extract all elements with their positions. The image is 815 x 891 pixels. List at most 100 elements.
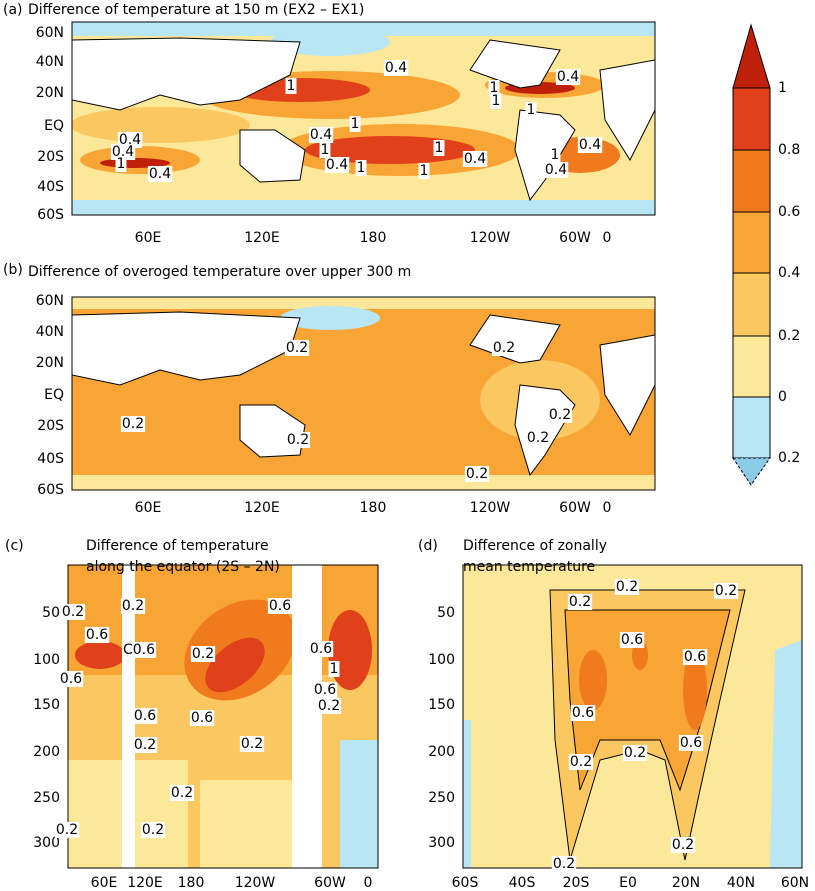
panel-title: mean temperature — [463, 559, 595, 575]
y-tick-label: 150 — [428, 697, 455, 713]
contour-label: 0.6 — [310, 641, 332, 657]
panel-title: Difference of overoged temperature over … — [28, 264, 411, 280]
contour-label-box — [622, 745, 648, 761]
x-tick-label: 60E — [91, 875, 118, 891]
contour-label-box — [490, 93, 502, 109]
y-tick-label: 20N — [36, 85, 64, 101]
contour-label: 0.6 — [60, 671, 82, 687]
contour-label-box — [319, 142, 331, 158]
contour-label: 0.6 — [684, 649, 706, 665]
y-tick-label: 250 — [428, 790, 455, 806]
contour-label-box — [462, 151, 488, 167]
contour-label: 0.2 — [171, 785, 193, 801]
contour-label-box — [619, 632, 645, 648]
contour-label: 0.2 — [287, 432, 309, 448]
contour-label: 0.6 — [86, 627, 108, 643]
contour-label-box — [312, 682, 338, 698]
contour-label: 0.2 — [192, 646, 214, 662]
map-a — [72, 22, 655, 215]
y-tick-label: 40S — [37, 179, 64, 195]
contour-label-box — [577, 137, 603, 153]
contour-label: 0.2 — [122, 598, 144, 614]
panel-label: (b) — [3, 262, 23, 278]
contour-label: 0.2 — [318, 698, 340, 714]
x-tick-label: 60W — [559, 230, 591, 246]
contour-label: 0.2 — [527, 430, 549, 446]
x-tick-label: 120W — [470, 230, 511, 246]
contour-label: 0.2 — [134, 737, 156, 753]
x-tick-label: 60E — [135, 230, 162, 246]
y-tick-label: 40N — [36, 54, 64, 70]
x-tick-label: 20N — [672, 875, 700, 891]
contour-label: 0.2 — [286, 340, 308, 356]
y-tick-label: 20N — [36, 355, 64, 371]
y-tick-label: 150 — [33, 697, 60, 713]
y-tick-label: 100 — [428, 652, 455, 668]
y-tick-label: 60S — [37, 482, 64, 498]
colorbar-label: 0.2 — [778, 328, 800, 344]
x-tick-label: 120E — [244, 230, 280, 246]
x-tick-label: 0 — [603, 500, 612, 516]
contour-label-box — [115, 156, 127, 172]
contour-label: 0.2 — [466, 466, 488, 482]
x-tick-label: 120W — [235, 875, 276, 891]
x-tick-label: 60E — [135, 500, 162, 516]
contour-label: 0.6 — [680, 735, 702, 751]
colorbar — [732, 23, 771, 486]
x-tick-label: 60S — [452, 875, 479, 891]
contour-label: 0.4 — [557, 69, 579, 85]
contour-label: 1 — [330, 661, 339, 677]
frame — [67, 564, 379, 869]
contour-label: 0.6 — [134, 708, 156, 724]
x-tick-label: 0 — [364, 875, 373, 891]
contour-label-box — [678, 735, 704, 751]
colorbar-label: 0.8 — [778, 142, 800, 158]
contour-label-box — [121, 642, 157, 658]
y-tick-label: 50 — [42, 605, 60, 621]
contour-label: 1 — [117, 156, 126, 172]
x-tick-label: 60N — [781, 875, 809, 891]
contour-label-box — [120, 598, 146, 614]
y-tick-label: 60S — [37, 207, 64, 223]
x-tick-label: 180 — [360, 230, 387, 246]
contour-label-box — [316, 698, 342, 714]
y-tick-label: 60N — [36, 25, 64, 41]
x-tick-label: 180 — [360, 500, 387, 516]
contour-label-box — [60, 604, 86, 620]
contour-label-box — [190, 646, 216, 662]
frame — [71, 21, 656, 216]
contour-label-box — [328, 661, 340, 677]
x-tick-label: 60W — [314, 875, 346, 891]
section-c — [68, 565, 378, 868]
contour-label: 1 — [551, 147, 560, 163]
panel-label: (a) — [3, 2, 23, 18]
x-tick-label: 120E — [244, 500, 280, 516]
panel-title: along the equator (2S – 2N) — [86, 559, 280, 575]
panel-label: (c) — [5, 538, 24, 554]
contour-label: 0.4 — [464, 151, 486, 167]
contour-label: 0.4 — [385, 60, 407, 76]
panel-title: Difference of temperature — [86, 538, 269, 554]
contour-label: 0.6 — [314, 682, 336, 698]
contour-label: 0.4 — [545, 162, 567, 178]
colorbar-label: 0.4 — [778, 265, 800, 281]
contour-label: 1 — [357, 160, 366, 176]
x-tick-label: 60W — [559, 500, 591, 516]
contour-label: 0.6 — [621, 632, 643, 648]
panel-label: (d) — [418, 538, 438, 554]
contour-label: 1 — [287, 78, 296, 94]
colorbar-label: 1 — [778, 80, 787, 96]
x-tick-label: 180 — [178, 875, 205, 891]
contour-label-box — [239, 736, 265, 752]
contour-label-box — [308, 127, 334, 143]
panel-title: Difference of temperature at 150 m (EX2 … — [28, 2, 364, 18]
contour-label-box — [147, 166, 173, 182]
contour-label-box — [570, 705, 596, 721]
contour-label-box — [567, 594, 593, 610]
y-tick-label: EQ — [44, 387, 64, 403]
contour-label-box — [682, 649, 708, 665]
contour-label: 0.2 — [553, 856, 575, 872]
contour-label-box — [132, 737, 158, 753]
contour-label-box — [267, 598, 293, 614]
contour-label-box — [549, 147, 561, 163]
